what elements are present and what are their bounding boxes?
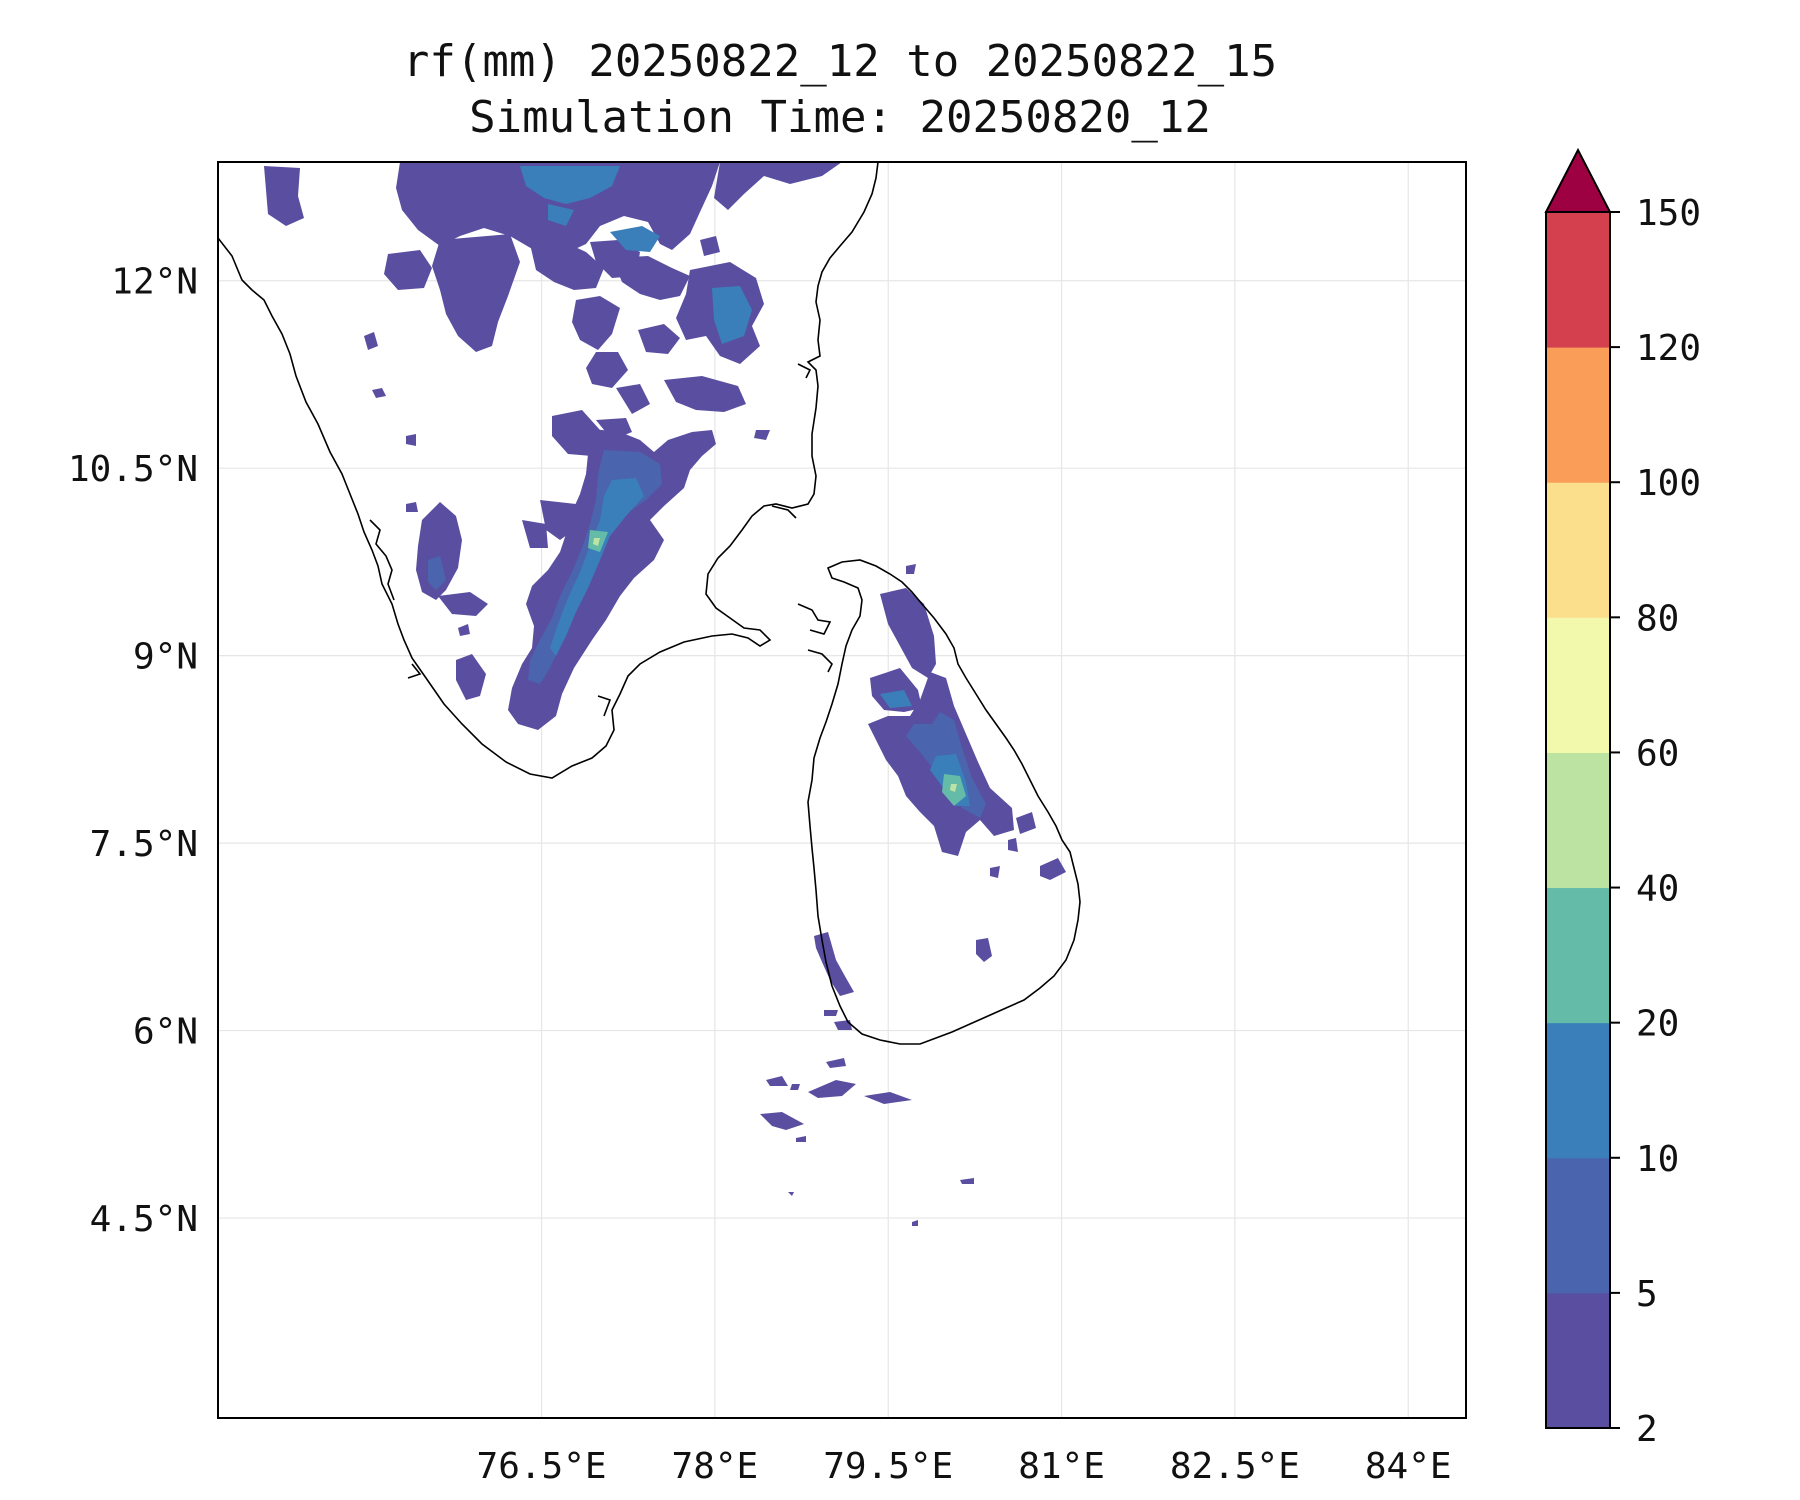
colorbar-tick-label: 150 — [1636, 193, 1701, 234]
coastline — [218, 162, 1081, 1045]
colorbar-tick-label: 10 — [1636, 1139, 1679, 1180]
colorbar-tick-label: 2 — [1636, 1409, 1658, 1450]
sri-lanka-coastline — [807, 559, 1081, 1045]
rainfall-contours — [264, 162, 1066, 1226]
colorbar-segment — [1546, 482, 1610, 618]
lon-tick-label: 82.5°E — [1170, 1446, 1300, 1487]
lon-tick-label: 76.5°E — [477, 1446, 607, 1487]
colorbar-segment — [1546, 887, 1610, 1024]
colorbar-tick-label: 60 — [1636, 733, 1679, 774]
colorbar-tick-label: 80 — [1636, 598, 1679, 639]
lon-tick-label: 81°E — [1018, 1446, 1105, 1487]
lat-tick-label: 9°N — [133, 637, 198, 678]
colorbar-tick-label: 20 — [1636, 1004, 1679, 1045]
colorbar-segment — [1546, 212, 1610, 348]
map-gridlines — [218, 162, 1466, 1418]
colorbar-segment — [1546, 347, 1610, 483]
lat-tick-label: 12°N — [111, 262, 198, 303]
colorbar-segment — [1546, 1292, 1610, 1429]
colorbar-extend-triangle — [1544, 147, 1612, 213]
lon-tick-label: 84°E — [1365, 1446, 1452, 1487]
map-frame — [217, 161, 1467, 1419]
colorbar-tick-label: 40 — [1636, 869, 1679, 910]
map-title: rf(mm) 20250822_12 to 20250822_15 — [402, 36, 1278, 87]
colorbar-segment — [1546, 1022, 1610, 1159]
lon-tick-label: 78°E — [672, 1446, 759, 1487]
colorbar-frame — [1545, 211, 1611, 1429]
colorbar-tick-label: 5 — [1636, 1274, 1658, 1315]
map-subtitle: Simulation Time: 20250820_12 — [469, 92, 1211, 143]
colorbar-tick-label: 100 — [1636, 463, 1701, 504]
lat-tick-label: 10.5°N — [68, 449, 198, 490]
lat-tick-label: 4.5°N — [90, 1199, 198, 1240]
colorbar: 2 5 10 20 40 60 80 100 120 150 — [1544, 147, 1701, 1450]
colorbar-segment — [1546, 617, 1610, 753]
colorbar-segment — [1546, 752, 1610, 889]
map-axes: 76.5°E 78°E 79.5°E 81°E 82.5°E 84°E 12°N 10.5°N… — [68, 262, 1452, 1487]
colorbar-segment — [1546, 1157, 1610, 1294]
lat-tick-label: 6°N — [133, 1012, 198, 1053]
india-coastline — [218, 162, 879, 779]
colorbar-tick-label: 120 — [1636, 328, 1701, 369]
lon-tick-label: 79.5°E — [823, 1446, 953, 1487]
lat-tick-label: 7.5°N — [90, 824, 198, 865]
